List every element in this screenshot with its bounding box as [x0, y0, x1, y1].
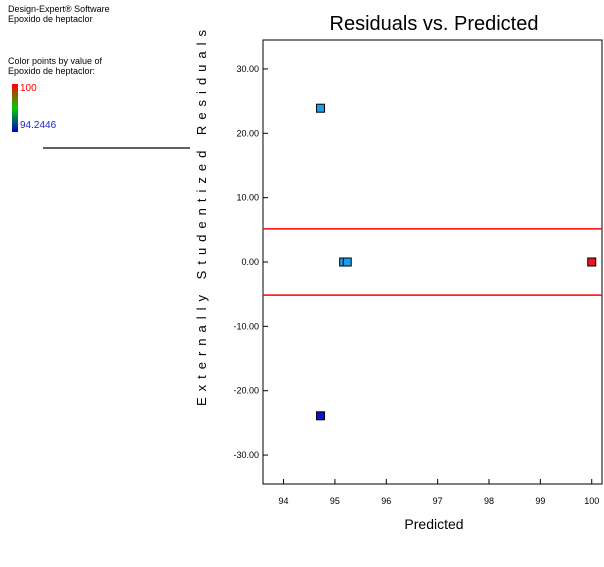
x-axis-label: Predicted [404, 516, 463, 532]
y-tick-label: -20.00 [233, 386, 259, 396]
data-point [587, 257, 597, 267]
data-points [316, 103, 597, 421]
x-tick-label: 95 [330, 496, 340, 506]
data-point [342, 257, 352, 267]
x-tick-label: 96 [381, 496, 391, 506]
x-tick-label: 94 [279, 496, 289, 506]
x-tick-label: 99 [535, 496, 545, 506]
color-scale-bar [12, 84, 18, 132]
axes: 30.00 20.00 10.00 0.00 -10.00 -20.00 -30.00 94 9… [233, 64, 599, 506]
y-axis-label: Externally Studentized Residuals [194, 24, 209, 406]
y-tick-label: 30.00 [236, 64, 259, 74]
color-scale-min-label: 94.2446 [20, 120, 57, 131]
legend-caption-1: Color points by value of [8, 56, 103, 66]
plot-frame [262, 39, 603, 485]
color-legend: Color points by value of Epoxido de hept… [8, 56, 102, 76]
x-tick-label: 98 [484, 496, 494, 506]
y-tick-label: -10.00 [233, 321, 259, 331]
software-name: Design-Expert® Software [8, 4, 110, 14]
data-point [316, 103, 326, 113]
legend-caption-2: Epoxido de heptaclor: [8, 66, 96, 76]
limit-lines [263, 228, 602, 296]
x-tick-label: 100 [584, 496, 599, 506]
y-tick-label: 0.00 [241, 257, 259, 267]
software-info: Design-Expert® Software Epoxido de hepta… [8, 4, 110, 24]
y-tick-label: -30.00 [233, 450, 259, 460]
response-name: Epoxido de heptaclor [8, 14, 93, 24]
data-point [316, 411, 326, 421]
y-tick-label: 20.00 [236, 128, 259, 138]
color-scale-max-label: 100 [20, 83, 37, 94]
chart-title: Residuals vs. Predicted [330, 13, 539, 35]
x-tick-label: 97 [433, 496, 443, 506]
y-tick-label: 10.00 [236, 193, 259, 203]
